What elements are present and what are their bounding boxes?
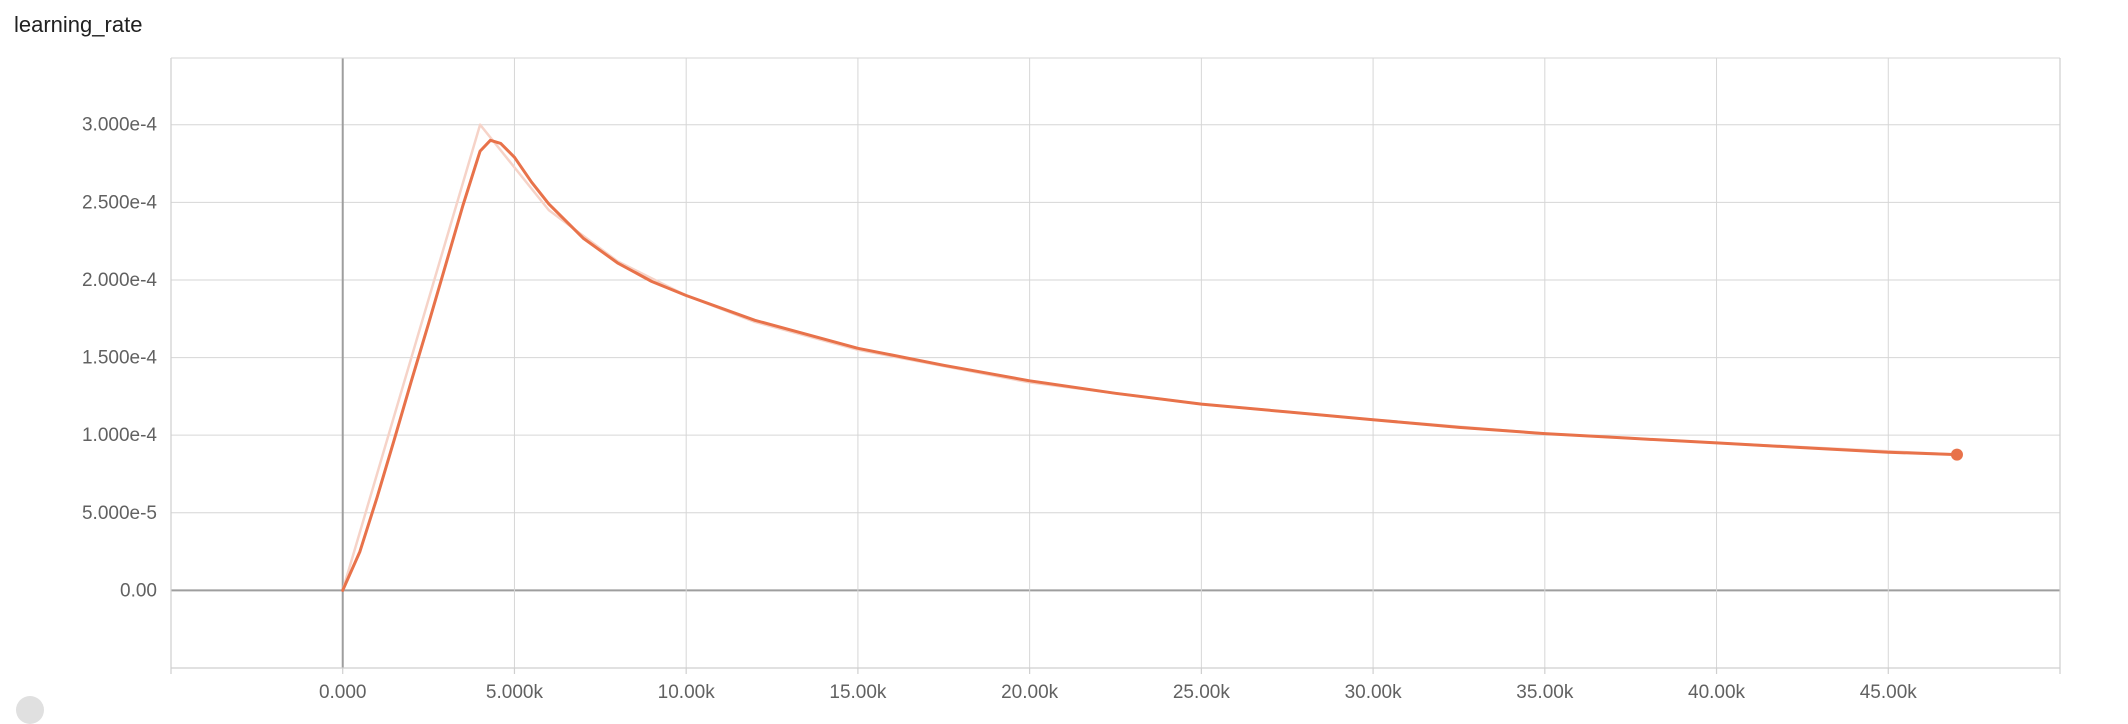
y-tick-label: 3.000e-4 (82, 115, 157, 136)
y-tick-label: 1.500e-4 (82, 348, 157, 369)
smoothed-series-line (341, 138, 1959, 592)
x-tick-label: 20.00k (1001, 682, 1059, 703)
x-tick-label: 0.000 (319, 682, 367, 703)
x-tick-label: 35.00k (1516, 682, 1574, 703)
y-tick-label: 2.000e-4 (82, 270, 157, 291)
learning-rate-chart: 0.00 5.000e-5 1.000e-4 1.500e-4 2.000e-4 2.50… (82, 57, 2061, 703)
last-point-marker (1950, 448, 1963, 461)
x-tick-label: 45.00k (1860, 682, 1918, 703)
y-tick-label: 0.00 (120, 580, 157, 601)
y-tick-label: 2.500e-4 (82, 192, 157, 213)
x-tick-label: 40.00k (1688, 682, 1746, 703)
chart-title: learning_rate (14, 12, 143, 37)
expand-button[interactable] (16, 696, 44, 724)
x-tick-label: 10.00k (658, 682, 716, 703)
x-tick-label: 25.00k (1173, 682, 1231, 703)
y-tick-label: 1.000e-4 (82, 425, 157, 446)
x-tick-label: 5.000k (486, 682, 544, 703)
y-tick-label: 5.000e-5 (82, 503, 157, 524)
x-tick-label: 15.00k (829, 682, 887, 703)
x-tick-label: 30.00k (1345, 682, 1403, 703)
